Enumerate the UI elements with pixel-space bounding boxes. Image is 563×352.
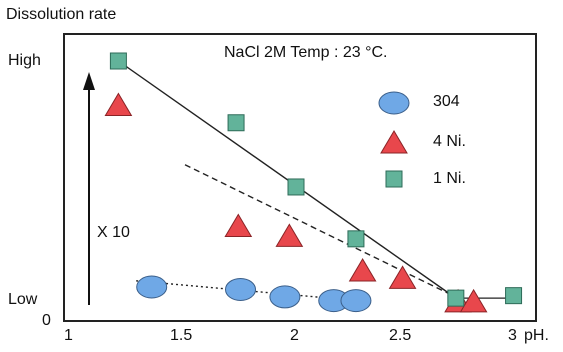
- point-triangle-1: [224, 213, 253, 237]
- point-square-3: [347, 230, 365, 248]
- point-triangle-2: [275, 223, 304, 247]
- x-tick-2: 2: [290, 327, 299, 344]
- trend-line-dashed: [184, 164, 459, 299]
- y-axis-label: Dissolution rate: [6, 6, 117, 23]
- x10-arrow: [83, 72, 95, 305]
- legend-label-4ni: 4 Ni.: [433, 133, 466, 150]
- annotation-text: NaCl 2M Temp : 23 °C.: [224, 44, 388, 61]
- x-tick-3: 3: [508, 327, 517, 344]
- trend-line-solid: [117, 60, 457, 299]
- point-square-2: [287, 178, 305, 196]
- point-ellipse-0: [136, 275, 168, 299]
- point-square-5: [505, 287, 523, 305]
- point-square-4: [447, 289, 465, 307]
- x-tick-1-5: 1.5: [170, 327, 193, 344]
- point-ellipse-2: [269, 285, 301, 309]
- point-ellipse-1: [225, 277, 256, 301]
- legend-marker-square: [385, 170, 403, 188]
- point-square-0: [109, 52, 127, 70]
- legend-label-304: 304: [433, 93, 460, 110]
- point-triangle-3: [348, 257, 377, 282]
- point-ellipse-4: [340, 289, 372, 313]
- legend: [378, 91, 410, 188]
- point-triangle-0: [104, 92, 133, 116]
- point-triangle-6: [459, 288, 488, 313]
- x-tick-1: 1: [64, 327, 73, 344]
- arrow-label: X 10: [97, 224, 130, 241]
- legend-marker-ellipse: [378, 91, 410, 115]
- point-triangle-4: [388, 265, 417, 289]
- plot-frame: [63, 33, 537, 322]
- x-axis-label: pH.: [524, 327, 549, 344]
- point-square-1: [227, 114, 245, 132]
- y-tick-high: High: [8, 52, 41, 69]
- data-marks: [104, 52, 523, 313]
- y-tick-low: Low: [8, 291, 38, 308]
- legend-label-1ni: 1 Ni.: [433, 170, 466, 187]
- x-tick-2-5: 2.5: [389, 327, 412, 344]
- legend-marker-triangle: [380, 130, 408, 154]
- y-tick-zero: 0: [42, 312, 51, 329]
